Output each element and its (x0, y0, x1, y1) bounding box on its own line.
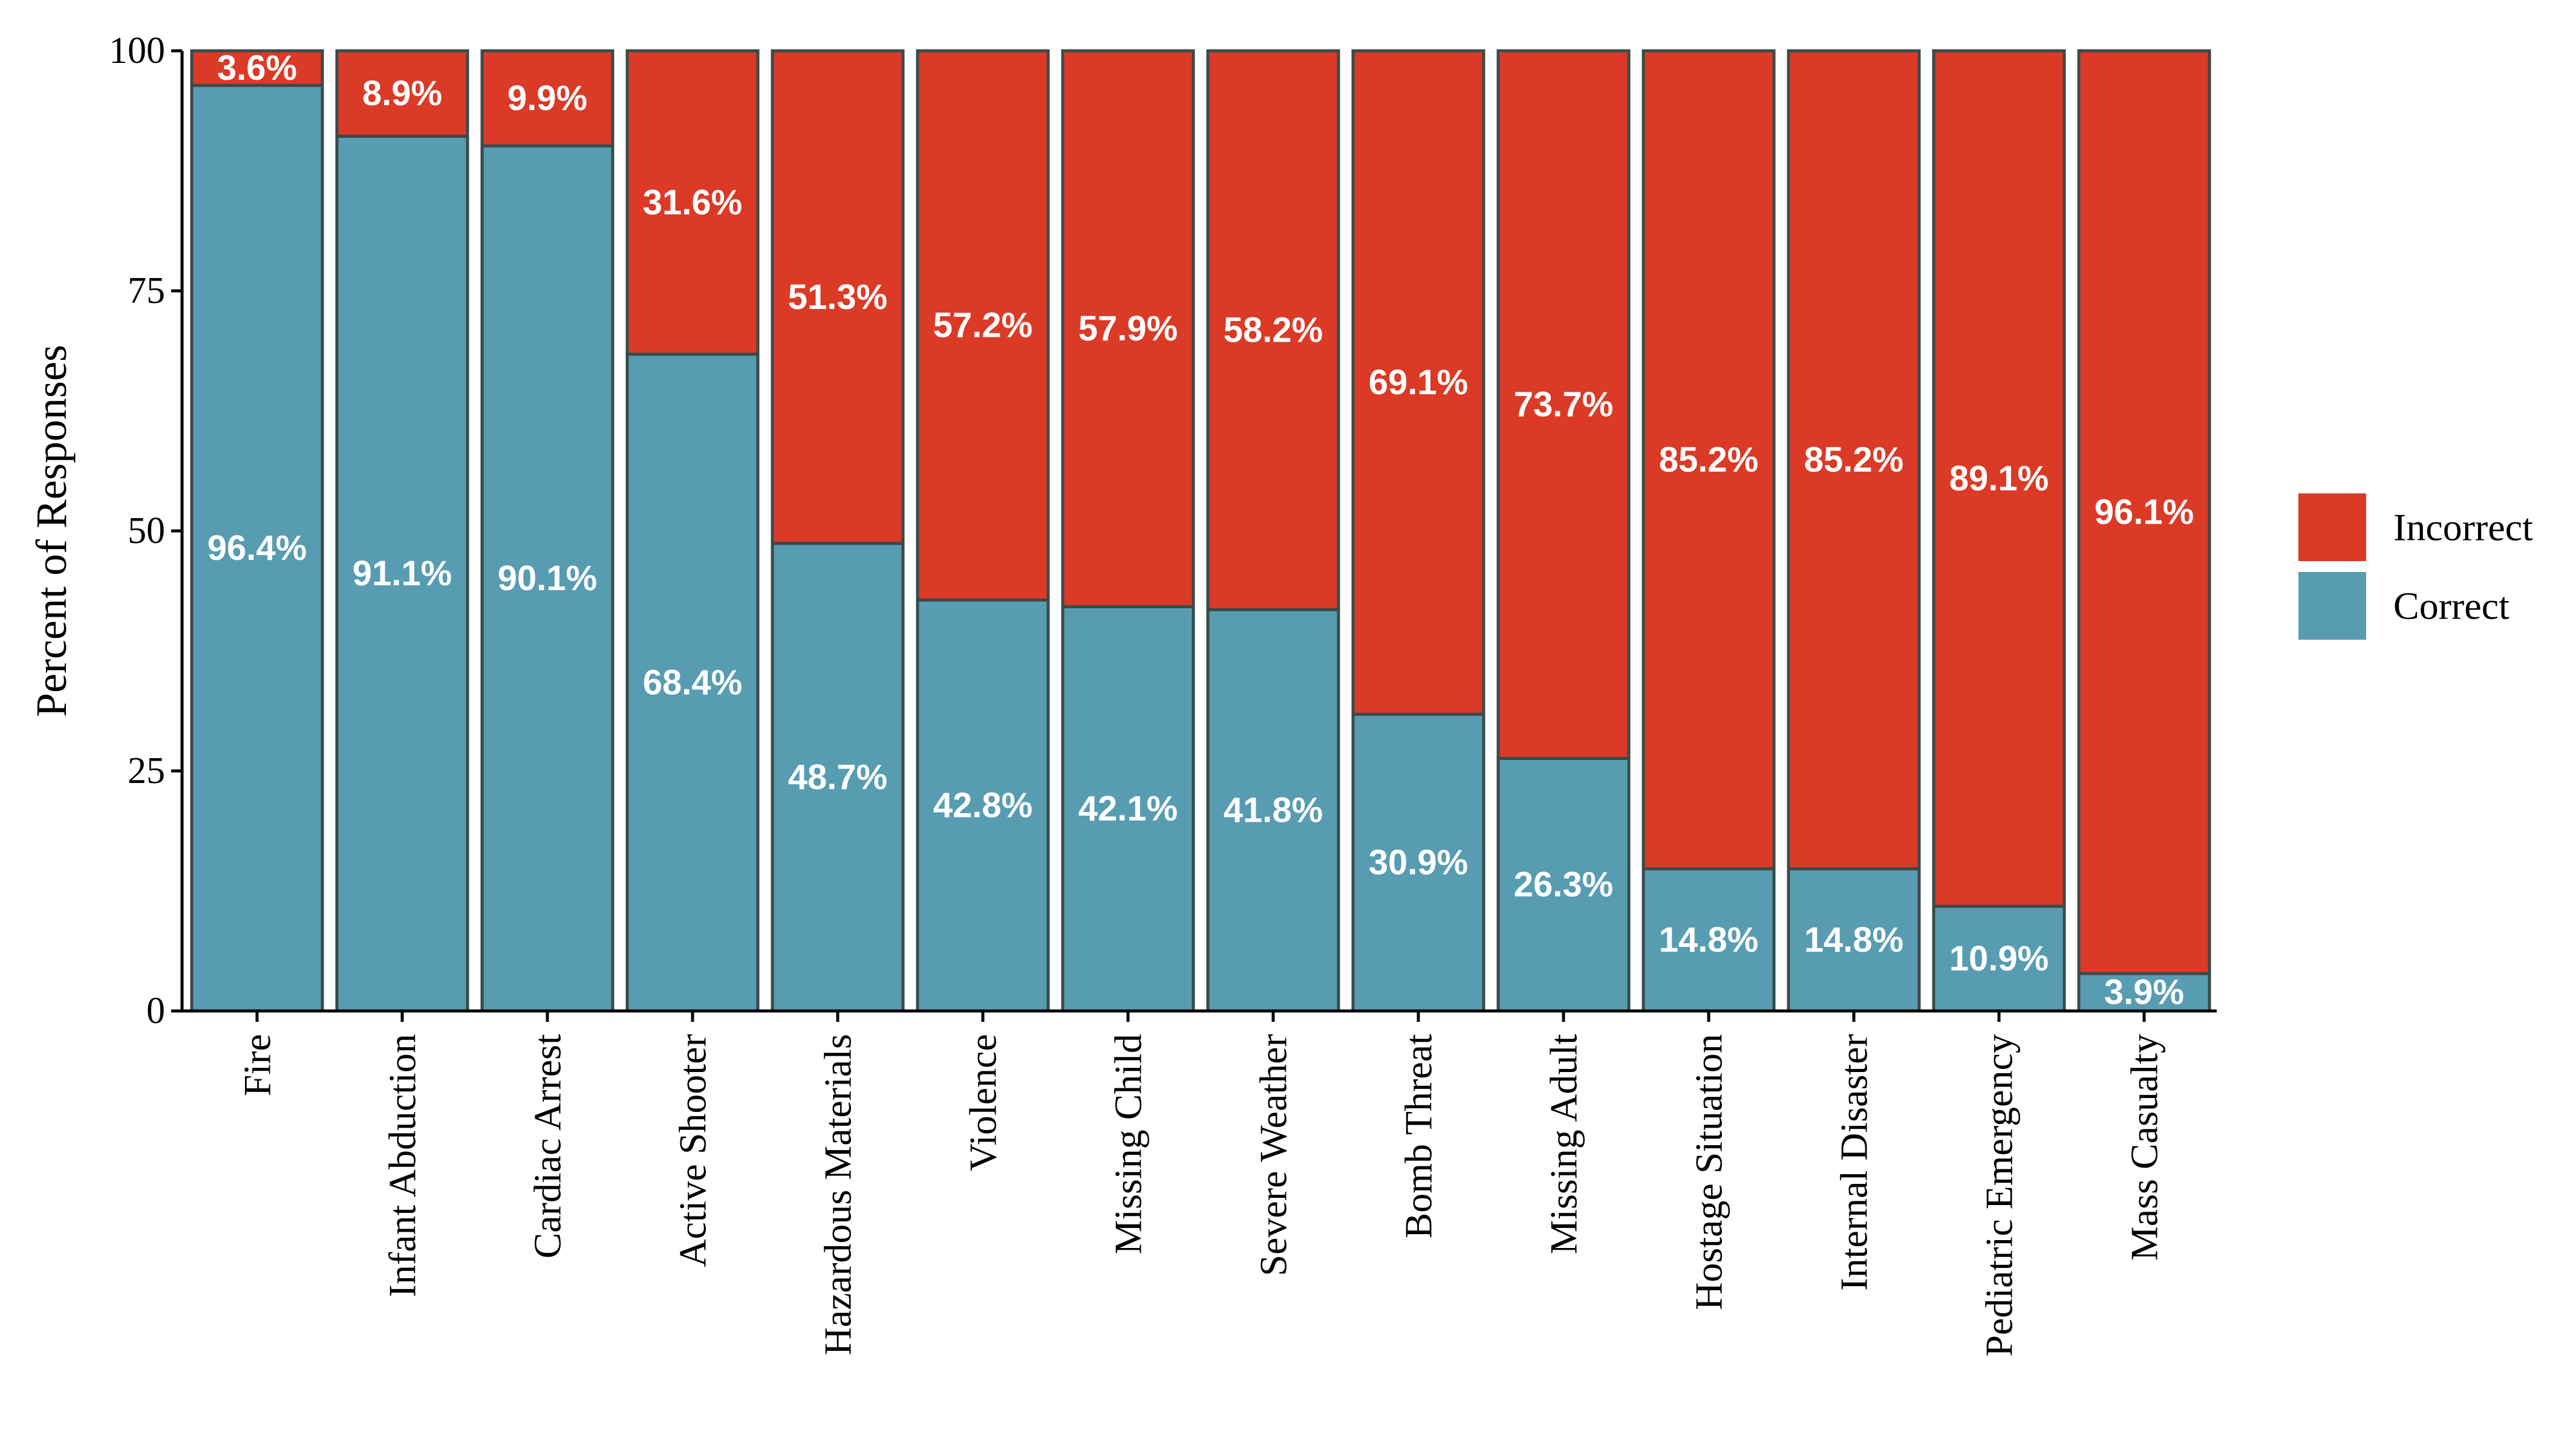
bar-label-correct-9: 26.3% (1514, 865, 1613, 905)
bar-label-incorrect-7: 58.2% (1224, 311, 1323, 350)
x-tick-label-1: Infant Abduction (381, 1034, 424, 1297)
y-tick-label-0: 0 (146, 990, 165, 1032)
bar-label-correct-0: 96.4% (207, 528, 307, 568)
bar-label-correct-1: 91.1% (353, 554, 452, 593)
bar-label-incorrect-12: 89.1% (1949, 459, 2049, 498)
bar-incorrect-6 (1061, 49, 1195, 608)
bar-label-incorrect-13: 96.1% (2095, 493, 2194, 532)
bar-incorrect-1 (335, 49, 469, 138)
bar-label-incorrect-2: 9.9% (507, 79, 587, 118)
x-tick-label-12: Pediatric Emergency (1978, 1034, 2021, 1357)
bar-correct-7 (1206, 608, 1340, 1013)
x-tick-label-7: Severe Weather (1252, 1034, 1295, 1276)
bar-incorrect-8 (1351, 49, 1485, 716)
bar-label-incorrect-0: 3.6% (217, 48, 297, 88)
bar-correct-13 (2077, 972, 2211, 1013)
x-tick-label-4: Hazardous Materials (817, 1034, 859, 1355)
bar-incorrect-10 (1642, 49, 1776, 871)
legend-label-correct: Correct (2393, 585, 2509, 628)
bar-label-incorrect-6: 57.9% (1078, 309, 1178, 348)
bar-label-correct-12: 10.9% (1949, 939, 2049, 978)
bar-label-incorrect-8: 69.1% (1369, 363, 1468, 402)
bar-incorrect-7 (1206, 49, 1340, 611)
x-ticks-layer: Fire Infant Abduction Cardiac Arrest Active… (236, 1011, 2166, 1357)
bar-incorrect-13 (2077, 49, 2211, 975)
legend-label-incorrect: Incorrect (2393, 506, 2533, 549)
bar-label-correct-3: 68.4% (643, 663, 742, 702)
x-tick-label-2: Cardiac Arrest (526, 1034, 569, 1259)
x-tick-label-9: Missing Adult (1542, 1034, 1585, 1255)
y-tick-label-2: 50 (128, 510, 165, 551)
bar-label-incorrect-3: 31.6% (643, 183, 742, 222)
bar-correct-0 (190, 83, 324, 1013)
bar-incorrect-5 (916, 49, 1050, 602)
bar-label-correct-4: 48.7% (788, 758, 887, 797)
bar-label-incorrect-9: 73.7% (1514, 385, 1613, 424)
legend: Incorrect Correct (2295, 490, 2533, 643)
x-tick-label-5: Violence (962, 1034, 1005, 1171)
x-tick-label-6: Missing Child (1107, 1034, 1150, 1255)
bar-correct-9 (1496, 756, 1631, 1013)
bar-correct-5 (916, 598, 1050, 1013)
bar-label-correct-13: 3.9% (2104, 973, 2184, 1012)
bar-label-correct-8: 30.9% (1369, 843, 1468, 882)
bar-label-incorrect-1: 8.9% (362, 74, 442, 113)
bar-correct-10 (1642, 867, 1776, 1013)
bar-incorrect-4 (771, 49, 905, 545)
y-tick-label-1: 25 (128, 750, 165, 791)
x-tick-label-0: Fire (236, 1034, 279, 1096)
bar-incorrect-0 (190, 49, 324, 87)
bar-label-incorrect-4: 51.3% (788, 278, 887, 317)
y-ticks-layer: 0 25 50 75 100 (109, 30, 182, 1032)
y-tick-label-4: 100 (109, 30, 165, 71)
x-tick-label-13: Mass Casualty (2123, 1034, 2166, 1261)
bar-correct-2 (480, 144, 615, 1013)
x-tick-label-10: Hostage Situation (1687, 1034, 1730, 1310)
legend-key-correct (2295, 568, 2370, 643)
bar-label-incorrect-11: 85.2% (1804, 440, 1903, 479)
bar-label-correct-10: 14.8% (1659, 920, 1758, 960)
legend-key-incorrect (2295, 490, 2370, 565)
bar-label-incorrect-10: 85.2% (1659, 440, 1758, 479)
x-tick-label-11: Internal Disaster (1833, 1034, 1876, 1291)
x-tick-label-8: Bomb Threat (1397, 1034, 1440, 1239)
bar-correct-11 (1787, 867, 1921, 1013)
bar-label-correct-11: 14.8% (1804, 920, 1903, 960)
bar-correct-8 (1351, 712, 1485, 1013)
y-axis-title: Percent of Responses (27, 345, 76, 717)
x-tick-label-3: Active Shooter (671, 1034, 714, 1267)
bars-layer (190, 49, 2211, 1013)
bar-label-correct-6: 42.1% (1078, 789, 1178, 828)
bar-incorrect-2 (480, 49, 615, 148)
bar-incorrect-3 (625, 49, 760, 356)
bar-label-incorrect-5: 57.2% (933, 306, 1032, 345)
bar-incorrect-11 (1787, 49, 1921, 871)
bar-label-correct-5: 42.8% (933, 786, 1032, 825)
bar-label-correct-7: 41.8% (1224, 791, 1323, 830)
bar-label-correct-2: 90.1% (498, 559, 597, 598)
y-tick-label-3: 75 (128, 270, 165, 311)
bar-labels-layer: 3.6% 96.4% 8.9% 91.1% 9.9% 90.1% 31.6% 68.4% 51.… (207, 48, 2194, 1012)
bar-incorrect-9 (1496, 49, 1631, 760)
bar-incorrect-12 (1932, 49, 2066, 908)
